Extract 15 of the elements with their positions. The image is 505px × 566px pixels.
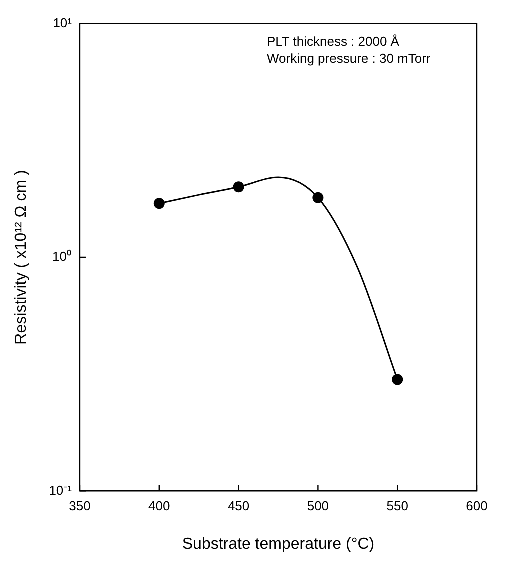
annotation: Working pressure : 30 mTorr <box>267 50 432 66</box>
x-axis-title: Substrate temperature (°C) <box>182 536 375 553</box>
point <box>392 374 404 386</box>
x-tick-label: 500 <box>307 498 330 514</box>
x-tick-label: 600 <box>466 498 488 514</box>
x-tick-label: 400 <box>148 498 170 514</box>
y-tick-label: 10¹ <box>53 15 73 30</box>
point <box>154 198 165 210</box>
y-tick-label: 10⁻¹ <box>49 482 73 498</box>
annotation: PLT thickness : 2000 Å <box>267 34 400 49</box>
x-tick-label: 450 <box>228 498 250 514</box>
y-tick-label: 10⁰ <box>52 249 72 264</box>
y-axis-title: Resistivity ( x10¹² Ω cm ) <box>13 170 30 345</box>
x-tick-label: 350 <box>69 498 91 514</box>
x-tick-label: 550 <box>386 498 408 514</box>
